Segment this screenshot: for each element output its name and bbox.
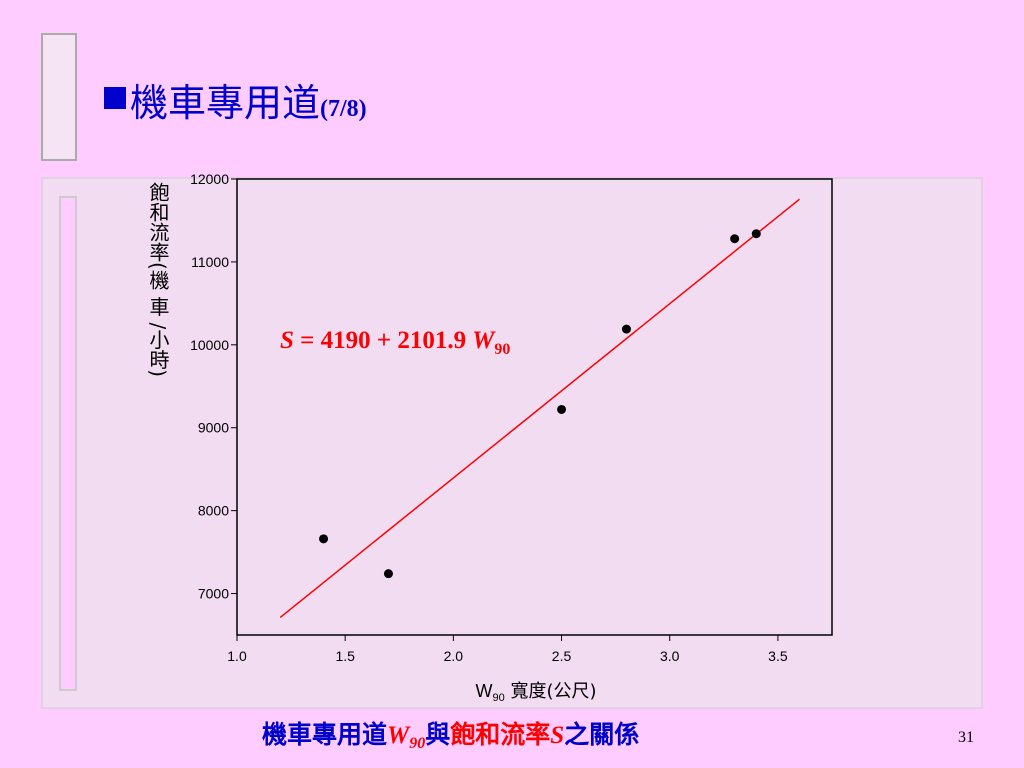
fit-line <box>279 198 801 618</box>
x-label-rest: 寬度(公尺) <box>505 681 597 702</box>
title-suffix: (7/8) <box>320 96 367 122</box>
x-tick-label: 3.5 <box>768 648 788 664</box>
eq-sign: = <box>294 327 321 354</box>
caption-tail: 之關係 <box>564 720 639 749</box>
plot-frame <box>236 178 833 636</box>
caption-joiner: 與 <box>425 720 450 749</box>
title-text: 機車專用道 <box>130 81 320 125</box>
caption-w: W <box>387 722 411 749</box>
fit-equation: S = 4190 + 2101.9 W90 <box>280 327 510 358</box>
eq-plus: + <box>371 327 398 354</box>
y-tick-label: 11000 <box>191 254 229 270</box>
x-tick-label: 2.5 <box>552 648 572 664</box>
x-tick-label: 3.0 <box>660 648 680 664</box>
page-number: 31 <box>958 729 974 746</box>
caption-w-sub: 90 <box>409 735 425 752</box>
y-tick-label: 12000 <box>190 171 229 187</box>
caption-mid: 飽和流率 <box>450 720 550 749</box>
eq-w: W <box>472 327 496 354</box>
x-label-sub: 90 <box>492 692 504 704</box>
caption-lead: 機車專用道 <box>262 720 387 749</box>
eq-intercept: 4190 <box>321 327 371 354</box>
x-axis-label: W90 寬度(公尺) <box>475 681 596 704</box>
point <box>751 229 761 239</box>
y-tick-label: 7000 <box>198 586 229 602</box>
y-tick-label: 9000 <box>198 420 229 436</box>
decor-bar <box>41 33 77 161</box>
x-label-w: W <box>475 681 492 701</box>
point <box>730 234 740 244</box>
y-axis-label: 飽和流率(機 車 /小時) <box>146 182 170 377</box>
bullet <box>104 87 126 109</box>
eq-s: S <box>280 327 294 354</box>
x-tick-label: 2.0 <box>444 648 464 664</box>
point <box>319 534 329 544</box>
x-tick-label: 1.0 <box>227 648 247 664</box>
y-tick-label: 10000 <box>190 337 229 353</box>
eq-w-sub: 90 <box>494 341 510 358</box>
decor-bar <box>59 196 77 691</box>
point <box>557 404 567 414</box>
point <box>621 324 631 334</box>
slide-title: 機車專用道(7/8) <box>130 81 367 125</box>
caption-s: S <box>550 722 564 749</box>
x-tick-label: 1.5 <box>335 648 355 664</box>
y-tick-label: 8000 <box>198 503 229 519</box>
caption: 機車專用道W90與飽和流率S之關係 <box>262 720 639 752</box>
eq-slope: 2101.9 <box>397 327 466 354</box>
point <box>383 569 393 579</box>
